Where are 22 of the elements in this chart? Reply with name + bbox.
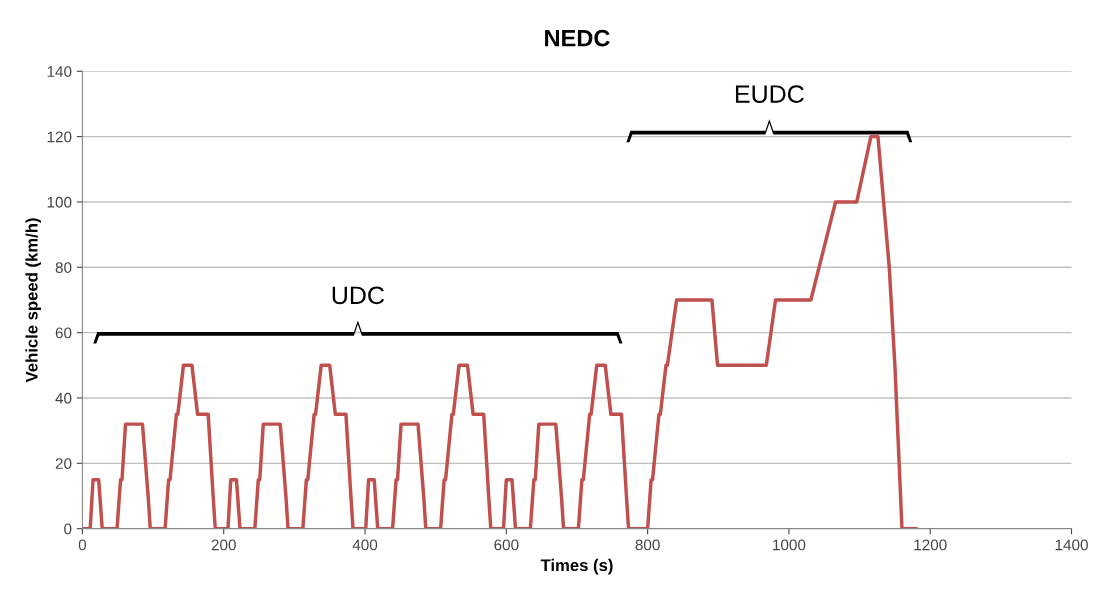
x-tick-label: 0: [78, 539, 87, 551]
line-series: [82, 134, 918, 529]
y-tick-label: 0: [64, 523, 72, 535]
y-tick-label: 140: [47, 66, 72, 77]
y-tick-label: 20: [55, 458, 72, 470]
chart-title: NEDC: [545, 29, 610, 47]
x-tick-label: 400: [352, 539, 378, 551]
annotation: EUDC: [735, 85, 804, 103]
annotation: UDC: [332, 286, 385, 305]
y-tick-label: 40: [55, 392, 72, 404]
y-tick-label: 120: [47, 131, 72, 143]
y-tick-label: 60: [55, 327, 72, 339]
x-tick-label: 1200: [914, 539, 947, 551]
x-tick-label: 1400: [1055, 539, 1088, 551]
x-axis-title: Times (s): [540, 558, 613, 575]
y-tick-label: 100: [47, 196, 72, 208]
x-tick-label: 800: [635, 539, 660, 551]
x-tick-label: 200: [211, 539, 236, 551]
y-tick-label: 80: [55, 262, 72, 273]
y-axis-title: Vehicle speed (km/h): [25, 218, 41, 383]
x-tick-label: 600: [494, 539, 519, 551]
x-tick-label: 1000: [773, 539, 806, 551]
